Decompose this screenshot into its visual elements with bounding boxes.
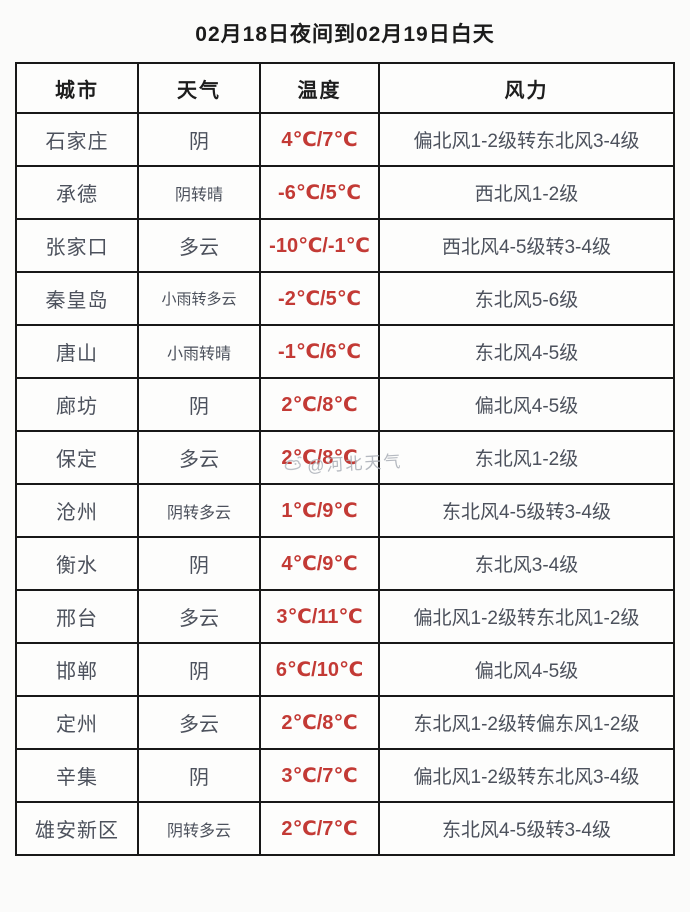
weather-cell: 小雨转晴 (137, 324, 261, 379)
city-cell: 邯郸 (15, 642, 139, 697)
city-cell: 唐山 (15, 324, 139, 379)
header-city: 城市 (15, 62, 139, 114)
table-row: 石家庄 阴 4℃/7℃ 偏北风1-2级转东北风3-4级 (15, 112, 675, 167)
weather-cell: 阴转多云 (137, 801, 261, 856)
wind-cell: 偏北风1-2级转东北风3-4级 (378, 748, 675, 803)
city-cell: 保定 (15, 430, 139, 485)
weather-table-header: 城市 天气 温度 风力 (15, 62, 675, 114)
table-row: 保定 多云 2℃/8℃ 东北风1-2级 (15, 430, 675, 485)
table-row: 邢台 多云 3℃/11℃ 偏北风1-2级转东北风1-2级 (15, 589, 675, 644)
weather-cell: 多云 (137, 218, 261, 273)
temperature-cell: 3℃/7℃ (259, 748, 380, 803)
city-cell: 雄安新区 (15, 801, 139, 856)
weather-cell: 阴 (137, 642, 261, 697)
table-row: 张家口 多云 -10℃/-1℃ 西北风4-5级转3-4级 (15, 218, 675, 273)
table-row: 唐山 小雨转晴 -1℃/6℃ 东北风4-5级 (15, 324, 675, 379)
header-row: 城市 天气 温度 风力 (15, 62, 675, 114)
city-cell: 定州 (15, 695, 139, 750)
city-cell: 石家庄 (15, 112, 139, 167)
temperature-cell: 2℃/8℃ (259, 377, 380, 432)
temperature-cell: 3℃/11℃ (259, 589, 380, 644)
wind-cell: 东北风5-6级 (378, 271, 675, 326)
wind-cell: 西北风4-5级转3-4级 (378, 218, 675, 273)
wind-cell: 东北风1-2级转偏东风1-2级 (378, 695, 675, 750)
table-row: 廊坊 阴 2℃/8℃ 偏北风4-5级 (15, 377, 675, 432)
temperature-cell: 1℃/9℃ (259, 483, 380, 538)
city-cell: 衡水 (15, 536, 139, 591)
wind-cell: 东北风4-5级 (378, 324, 675, 379)
weather-cell: 阴转多云 (137, 483, 261, 538)
city-cell: 辛集 (15, 748, 139, 803)
weather-cell: 阴转晴 (137, 165, 261, 220)
table-row: 邯郸 阴 6℃/10℃ 偏北风4-5级 (15, 642, 675, 697)
weather-cell: 多云 (137, 589, 261, 644)
city-cell: 沧州 (15, 483, 139, 538)
temperature-cell: 4℃/7℃ (259, 112, 380, 167)
temperature-cell: 2℃/8℃ (259, 430, 380, 485)
table-row: 沧州 阴转多云 1℃/9℃ 东北风4-5级转3-4级 (15, 483, 675, 538)
weather-cell: 阴 (137, 748, 261, 803)
temperature-cell: 2℃/8℃ (259, 695, 380, 750)
temperature-cell: 2℃/7℃ (259, 801, 380, 856)
city-cell: 承德 (15, 165, 139, 220)
city-cell: 廊坊 (15, 377, 139, 432)
temperature-cell: -2℃/5℃ (259, 271, 380, 326)
wind-cell: 东北风4-5级转3-4级 (378, 483, 675, 538)
wind-cell: 偏北风4-5级 (378, 377, 675, 432)
temperature-cell: 6℃/10℃ (259, 642, 380, 697)
wind-cell: 偏北风1-2级转东北风3-4级 (378, 112, 675, 167)
header-temperature: 温度 (259, 62, 380, 114)
wind-cell: 东北风3-4级 (378, 536, 675, 591)
city-cell: 张家口 (15, 218, 139, 273)
wind-cell: 西北风1-2级 (378, 165, 675, 220)
wind-cell: 东北风4-5级转3-4级 (378, 801, 675, 856)
table-row: 秦皇岛 小雨转多云 -2℃/5℃ 东北风5-6级 (15, 271, 675, 326)
header-weather: 天气 (137, 62, 261, 114)
weather-cell: 阴 (137, 377, 261, 432)
weather-cell: 阴 (137, 536, 261, 591)
weather-table-body: 石家庄 阴 4℃/7℃ 偏北风1-2级转东北风3-4级 承德 阴转晴 -6℃/5… (15, 112, 675, 856)
header-wind: 风力 (378, 62, 675, 114)
wind-cell: 东北风1-2级 (378, 430, 675, 485)
temperature-cell: -6℃/5℃ (259, 165, 380, 220)
wind-cell: 偏北风4-5级 (378, 642, 675, 697)
page-title: 02月18日夜间到02月19日白天 (195, 23, 495, 46)
weather-table: 城市 天气 温度 风力 石家庄 阴 4℃/7℃ 偏北风1-2级转东北风3-4级 … (15, 62, 675, 856)
table-row: 辛集 阴 3℃/7℃ 偏北风1-2级转东北风3-4级 (15, 748, 675, 803)
weather-cell: 多云 (137, 430, 261, 485)
city-cell: 邢台 (15, 589, 139, 644)
weather-cell: 多云 (137, 695, 261, 750)
table-row: 雄安新区 阴转多云 2℃/7℃ 东北风4-5级转3-4级 (15, 801, 675, 856)
city-cell: 秦皇岛 (15, 271, 139, 326)
temperature-cell: -1℃/6℃ (259, 324, 380, 379)
table-row: 衡水 阴 4℃/9℃ 东北风3-4级 (15, 536, 675, 591)
weather-cell: 阴 (137, 112, 261, 167)
table-row: 承德 阴转晴 -6℃/5℃ 西北风1-2级 (15, 165, 675, 220)
temperature-cell: 4℃/9℃ (259, 536, 380, 591)
weather-cell: 小雨转多云 (137, 271, 261, 326)
table-row: 定州 多云 2℃/8℃ 东北风1-2级转偏东风1-2级 (15, 695, 675, 750)
temperature-cell: -10℃/-1℃ (259, 218, 380, 273)
wind-cell: 偏北风1-2级转东北风1-2级 (378, 589, 675, 644)
